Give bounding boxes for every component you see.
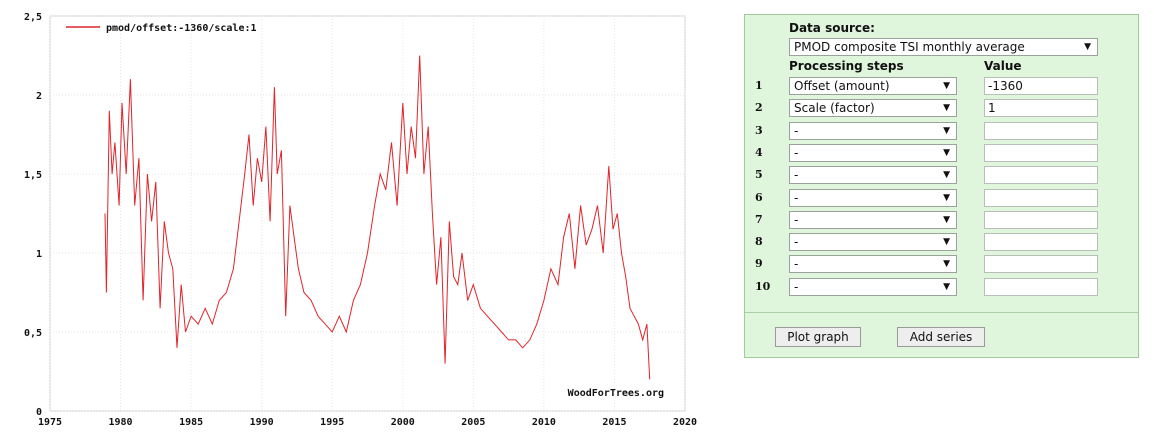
step-value-input[interactable] [984, 122, 1098, 140]
x-tick-label: 2020 [673, 417, 697, 428]
x-tick-label: 2015 [602, 417, 626, 428]
step-value-input[interactable] [984, 211, 1098, 229]
processing-step-select[interactable]: - ▼ [789, 122, 957, 140]
processing-step-value: - [794, 235, 799, 249]
processing-step-value: - [794, 257, 799, 271]
y-tick-label: 0,5 [24, 328, 42, 339]
tsi-chart: 1975 1980 1985 1990 1995 2000 2005 2010 2015 2020… [24, 12, 697, 428]
step-value-input[interactable]: 1 [984, 99, 1098, 117]
data-source-label: Data source: [789, 21, 875, 35]
processing-step-select[interactable]: - ▼ [789, 278, 957, 296]
row-number: 4 [755, 146, 763, 159]
processing-step-value: - [794, 213, 799, 227]
processing-step-select[interactable]: - ▼ [789, 189, 957, 207]
x-tick-label: 2005 [461, 417, 485, 428]
step-value-input[interactable] [984, 144, 1098, 162]
processing-step-select[interactable]: - ▼ [789, 233, 957, 251]
x-tick-label: 2010 [532, 417, 556, 428]
row-number: 10 [755, 280, 771, 293]
step-value-input[interactable]: -1360 [984, 77, 1098, 95]
dropdown-arrow-icon: ▼ [943, 237, 950, 247]
x-tick-label: 1995 [320, 417, 344, 428]
dropdown-arrow-icon: ▼ [943, 170, 950, 180]
processing-step-select[interactable]: Scale (factor) ▼ [789, 99, 957, 117]
x-tick-label: 1990 [250, 417, 274, 428]
step-value-input[interactable] [984, 233, 1098, 251]
row-number: 9 [755, 257, 763, 270]
processing-step-select[interactable]: - ▼ [789, 211, 957, 229]
processing-step-value: - [794, 124, 799, 138]
processing-step-select[interactable]: - ▼ [789, 166, 957, 184]
dropdown-arrow-icon: ▼ [943, 126, 950, 136]
row-number: 6 [755, 191, 763, 204]
row-number: 1 [755, 79, 763, 92]
processing-steps-header: Processing steps [789, 59, 904, 73]
step-value-input[interactable] [984, 166, 1098, 184]
legend-label: pmod/offset:-1360/scale:1 [106, 23, 257, 34]
y-tick-label: 1,5 [24, 170, 42, 181]
data-source-value: PMOD composite TSI monthly average [794, 40, 1025, 54]
row-number: 5 [755, 168, 763, 181]
plot-graph-button[interactable]: Plot graph [775, 327, 861, 347]
row-number: 3 [755, 124, 763, 137]
processing-step-value: - [794, 280, 799, 294]
data-source-select[interactable]: PMOD composite TSI monthly average ▼ [789, 38, 1098, 56]
processing-step-value: Offset (amount) [794, 79, 890, 93]
control-panel: Data source: PMOD composite TSI monthly … [744, 14, 1139, 358]
dropdown-arrow-icon: ▼ [943, 215, 950, 225]
dropdown-arrow-icon: ▼ [943, 148, 950, 158]
processing-step-select[interactable]: - ▼ [789, 255, 957, 273]
row-number: 8 [755, 235, 763, 248]
processing-step-value: Scale (factor) [794, 101, 875, 115]
watermark: WoodForTrees.org [568, 388, 664, 399]
x-axis: 1975 1980 1985 1990 1995 2000 2005 2010 2015 2020 [38, 417, 697, 428]
divider [745, 312, 1138, 313]
grid [49, 15, 686, 412]
y-tick-label: 2,5 [24, 12, 42, 23]
row-number: 7 [755, 213, 763, 226]
step-value-input[interactable] [984, 278, 1098, 296]
add-series-button[interactable]: Add series [897, 327, 985, 347]
processing-step-select[interactable]: - ▼ [789, 144, 957, 162]
processing-step-value: - [794, 168, 799, 182]
dropdown-arrow-icon: ▼ [943, 103, 950, 113]
x-tick-label: 2000 [391, 417, 415, 428]
value-header: Value [984, 59, 1022, 73]
x-tick-label: 1985 [179, 417, 203, 428]
dropdown-arrow-icon: ▼ [943, 259, 950, 269]
step-value-input[interactable] [984, 189, 1098, 207]
y-axis: 0 0,5 1 1,5 2 2,5 [24, 12, 42, 418]
processing-step-value: - [794, 146, 799, 160]
dropdown-arrow-icon: ▼ [943, 193, 950, 203]
dropdown-arrow-icon: ▼ [1084, 42, 1091, 52]
row-number: 2 [755, 101, 763, 114]
step-value-input[interactable] [984, 255, 1098, 273]
x-tick-label: 1980 [109, 417, 133, 428]
dropdown-arrow-icon: ▼ [943, 282, 950, 292]
y-tick-label: 2 [36, 91, 42, 102]
tsi-series-line [104, 55, 651, 380]
processing-step-value: - [794, 191, 799, 205]
processing-step-select[interactable]: Offset (amount) ▼ [789, 77, 957, 95]
x-tick-label: 1975 [38, 417, 62, 428]
y-tick-label: 0 [36, 407, 42, 418]
plot-area [49, 15, 686, 412]
y-tick-label: 1 [36, 249, 42, 260]
dropdown-arrow-icon: ▼ [943, 81, 950, 91]
